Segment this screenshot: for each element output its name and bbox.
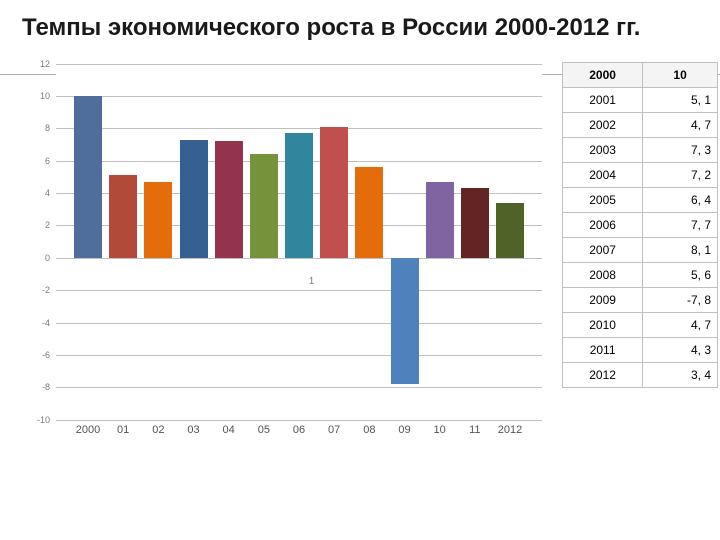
- table-row: 20123, 4: [563, 362, 718, 387]
- table-cell-year: 2003: [563, 137, 643, 162]
- bar: [250, 154, 278, 258]
- y-tick-label: -4: [22, 318, 50, 328]
- table-cell-year: 2012: [563, 362, 643, 387]
- table-cell-value: -7, 8: [643, 287, 718, 312]
- x-tick-label: 02: [152, 424, 164, 436]
- table-cell-value: 7, 7: [643, 212, 718, 237]
- bar: [74, 96, 102, 258]
- y-tick-label: -2: [22, 285, 50, 295]
- table-cell-value: 4, 3: [643, 337, 718, 362]
- table-cell-value: 8, 1: [643, 237, 718, 262]
- table-row: 20015, 1: [563, 87, 718, 112]
- bar: [355, 167, 383, 258]
- y-tick-label: 10: [22, 91, 50, 101]
- table-cell-value: 5, 6: [643, 262, 718, 287]
- table-cell-value: 6, 4: [643, 187, 718, 212]
- y-tick-label: -6: [22, 350, 50, 360]
- table-row: 20024, 7: [563, 112, 718, 137]
- table-row: 20056, 4: [563, 187, 718, 212]
- table-cell-year: 2008: [563, 262, 643, 287]
- page: Темпы экономического роста в России 2000…: [0, 0, 720, 540]
- y-tick-label: 2: [22, 220, 50, 230]
- bar: [215, 141, 243, 258]
- x-tick-label: 05: [258, 424, 270, 436]
- bar: [180, 140, 208, 258]
- bar: [391, 258, 419, 384]
- table-cell-year: 2010: [563, 312, 643, 337]
- table-cell-value: 4, 7: [643, 112, 718, 137]
- y-tick-label: 8: [22, 123, 50, 133]
- table-body: 20015, 120024, 720037, 320047, 220056, 4…: [563, 87, 718, 387]
- x-tick-label: 08: [363, 424, 375, 436]
- x-tick-label: 2012: [498, 424, 522, 436]
- table-cell-year: 2009: [563, 287, 643, 312]
- table-cell-year: 2005: [563, 187, 643, 212]
- x-tick-label: 01: [117, 424, 129, 436]
- x-tick-label: 10: [434, 424, 446, 436]
- gridline: [56, 420, 542, 421]
- x-tick-label: 07: [328, 424, 340, 436]
- x-tick-label: 11: [469, 424, 480, 436]
- x-tick-label: 09: [398, 424, 410, 436]
- bar: [461, 188, 489, 258]
- table-cell-value: 4, 7: [643, 312, 718, 337]
- table-cell-year: 2006: [563, 212, 643, 237]
- content-area: -10-8-6-4-2024681012 2000010203040506070…: [22, 54, 698, 498]
- bar-chart: -10-8-6-4-2024681012 2000010203040506070…: [22, 64, 542, 444]
- legend-marker: 1: [309, 276, 315, 287]
- y-tick-label: 4: [22, 188, 50, 198]
- table-cell-value: 7, 2: [643, 162, 718, 187]
- y-tick-label: 0: [22, 253, 50, 263]
- table-row: 20104, 7: [563, 312, 718, 337]
- x-tick-label: 04: [223, 424, 235, 436]
- table-row: 20067, 7: [563, 212, 718, 237]
- x-tick-label: 06: [293, 424, 305, 436]
- y-tick-label: 12: [22, 59, 50, 69]
- table-cell-value: 7, 3: [643, 137, 718, 162]
- x-tick-label: 2000: [76, 424, 100, 436]
- table-row: 20047, 2: [563, 162, 718, 187]
- y-tick-label: 6: [22, 156, 50, 166]
- bar: [285, 133, 313, 258]
- table-cell-year: 2001: [563, 87, 643, 112]
- table-cell-value: 3, 4: [643, 362, 718, 387]
- bar: [426, 182, 454, 258]
- x-axis-labels: 2000 01 02 03 04 05 06 07 08 09 10 11 2012: [56, 424, 542, 452]
- table-cell-value: 5, 1: [643, 87, 718, 112]
- x-tick-label: 03: [187, 424, 199, 436]
- table-row: 20114, 3: [563, 337, 718, 362]
- bar: [109, 175, 137, 258]
- data-table: 2000 10 20015, 120024, 720037, 320047, 2…: [562, 62, 718, 388]
- y-tick-label: -8: [22, 382, 50, 392]
- table-row: 20085, 6: [563, 262, 718, 287]
- table-row: 2009-7, 8: [563, 287, 718, 312]
- bar: [320, 127, 348, 258]
- table-row: 20037, 3: [563, 137, 718, 162]
- table-row: 20078, 1: [563, 237, 718, 262]
- bars-layer: [56, 64, 542, 420]
- table-header-year: 2000: [563, 62, 643, 87]
- table-cell-year: 2007: [563, 237, 643, 262]
- y-tick-label: -10: [22, 415, 50, 425]
- bar: [496, 203, 524, 258]
- table-cell-year: 2002: [563, 112, 643, 137]
- table-header-value: 10: [643, 62, 718, 87]
- table-cell-year: 2011: [563, 337, 643, 362]
- table-cell-year: 2004: [563, 162, 643, 187]
- table-header-row: 2000 10: [563, 62, 718, 87]
- bar: [144, 182, 172, 258]
- page-title: Темпы экономического роста в России 2000…: [22, 14, 698, 42]
